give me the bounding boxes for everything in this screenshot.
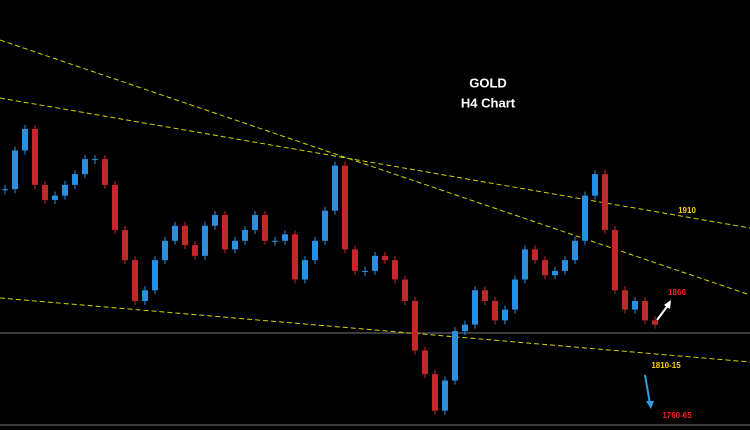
candle xyxy=(552,270,558,276)
candle xyxy=(652,320,658,325)
candle xyxy=(22,129,28,151)
trendlines xyxy=(0,39,750,363)
candle xyxy=(332,165,338,211)
arrow-head xyxy=(664,300,671,309)
candle xyxy=(562,260,568,271)
candle xyxy=(382,255,388,261)
arrow xyxy=(644,374,651,405)
candle xyxy=(102,159,108,185)
candle xyxy=(592,174,598,196)
candle xyxy=(92,159,98,161)
candle xyxy=(262,215,268,241)
arrow-head xyxy=(646,401,654,409)
candle xyxy=(532,249,538,261)
chart-subtitle: H4 Chart xyxy=(461,95,516,110)
trendline xyxy=(0,297,750,363)
candle xyxy=(232,240,238,250)
candle xyxy=(222,215,228,250)
candle xyxy=(32,129,38,185)
annotation: 1760-65 xyxy=(662,411,692,420)
candle xyxy=(172,225,178,241)
candle xyxy=(322,210,328,241)
candle xyxy=(642,301,648,321)
candle xyxy=(622,290,628,310)
candle xyxy=(82,159,88,175)
candle xyxy=(362,270,368,272)
candle xyxy=(122,230,128,261)
candle xyxy=(242,230,248,241)
annotation: 1810-15 xyxy=(651,361,681,370)
annotation: 1860 xyxy=(668,288,686,297)
candle xyxy=(142,290,148,301)
candle xyxy=(252,215,258,231)
candle xyxy=(442,380,448,411)
candle xyxy=(192,245,198,256)
candle xyxy=(542,260,548,276)
trendline xyxy=(0,97,750,229)
candle xyxy=(202,225,208,256)
candle xyxy=(272,240,278,242)
candle xyxy=(632,301,638,310)
candle xyxy=(212,215,218,226)
candle xyxy=(372,255,378,271)
candle xyxy=(352,249,358,271)
candle xyxy=(282,234,288,241)
candle xyxy=(612,230,618,291)
candle xyxy=(42,184,48,200)
candle xyxy=(522,249,528,280)
candle xyxy=(162,240,168,261)
annotations: 1910 1860 1810-15 1760-65 xyxy=(651,206,696,420)
candle xyxy=(512,279,518,310)
candle xyxy=(492,301,498,321)
candle xyxy=(52,195,58,200)
candle xyxy=(2,189,8,191)
candle xyxy=(182,225,188,246)
candle xyxy=(582,195,588,241)
annotation: 1910 xyxy=(678,206,696,215)
candle xyxy=(292,234,298,280)
trendline xyxy=(0,39,750,296)
candle xyxy=(112,184,118,231)
candle xyxy=(312,240,318,261)
candle xyxy=(602,174,608,231)
candle xyxy=(462,324,468,332)
candle xyxy=(432,374,438,411)
candle xyxy=(402,279,408,301)
candle xyxy=(572,240,578,261)
candle xyxy=(392,260,398,280)
candle xyxy=(152,260,158,291)
chart-title: GOLD xyxy=(469,75,507,90)
candle xyxy=(452,331,458,381)
candle xyxy=(422,350,428,375)
candle xyxy=(412,301,418,351)
candle xyxy=(72,174,78,185)
candle xyxy=(472,290,478,325)
candle xyxy=(62,184,68,196)
candle xyxy=(482,290,488,301)
candle xyxy=(132,260,138,301)
candles xyxy=(2,125,658,415)
candle xyxy=(302,260,308,280)
candle xyxy=(342,165,348,250)
candle xyxy=(12,150,18,190)
candle xyxy=(502,309,508,321)
